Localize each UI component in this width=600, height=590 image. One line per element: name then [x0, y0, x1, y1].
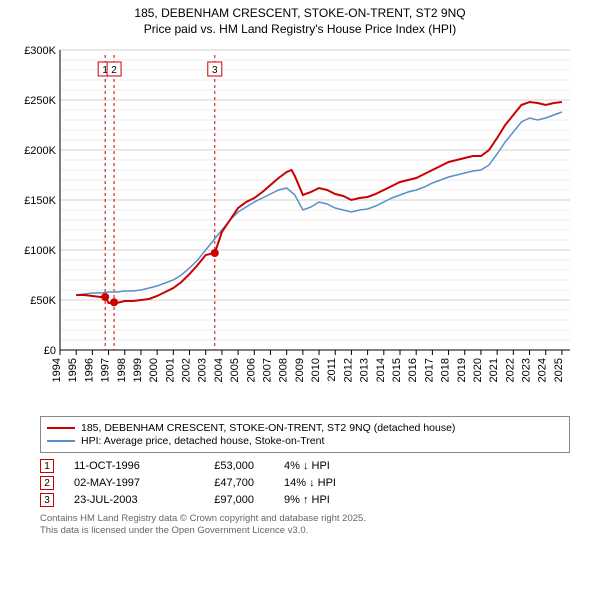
legend-row-series1: 185, DEBENHAM CRESCENT, STOKE-ON-TRENT, …: [47, 422, 563, 434]
svg-text:2009: 2009: [294, 358, 306, 382]
svg-text:1997: 1997: [100, 358, 112, 382]
svg-text:2: 2: [111, 65, 117, 76]
svg-text:1995: 1995: [67, 358, 79, 382]
svg-text:2014: 2014: [375, 358, 387, 382]
svg-text:2003: 2003: [197, 358, 209, 382]
price-chart: £0 £50K £100K £150K £200K £250K £300K 1994 1995 1…: [20, 40, 580, 410]
svg-text:2016: 2016: [407, 358, 419, 382]
footer-line-2: This data is licensed under the Open Gov…: [40, 525, 570, 537]
legend-label-2: HPI: Average price, detached house, Stok…: [81, 435, 324, 447]
transaction-marker: 3: [40, 493, 54, 507]
svg-text:£0: £0: [44, 345, 56, 357]
svg-text:2013: 2013: [359, 358, 371, 382]
transaction-price: £53,000: [194, 460, 284, 472]
svg-text:2025: 2025: [553, 358, 565, 382]
svg-text:£200K: £200K: [24, 145, 56, 157]
svg-text:2005: 2005: [229, 358, 241, 382]
svg-text:2012: 2012: [342, 358, 354, 382]
svg-text:2019: 2019: [456, 358, 468, 382]
svg-text:2015: 2015: [391, 358, 403, 382]
page-subtitle: Price paid vs. HM Land Registry's House …: [0, 22, 600, 40]
transaction-delta: 14% ↓ HPI: [284, 477, 384, 489]
svg-text:£250K: £250K: [24, 95, 56, 107]
page-title: 185, DEBENHAM CRESCENT, STOKE-ON-TRENT, …: [0, 0, 600, 22]
transaction-delta: 4% ↓ HPI: [284, 460, 384, 472]
transaction-marker: 2: [40, 476, 54, 490]
svg-text:2008: 2008: [278, 358, 290, 382]
svg-text:2020: 2020: [472, 358, 484, 382]
svg-text:1998: 1998: [116, 358, 128, 382]
legend-label-1: 185, DEBENHAM CRESCENT, STOKE-ON-TRENT, …: [81, 422, 455, 434]
svg-text:2022: 2022: [504, 358, 516, 382]
svg-text:2017: 2017: [423, 358, 435, 382]
svg-text:2024: 2024: [537, 358, 549, 382]
transaction-date: 02-MAY-1997: [74, 477, 194, 489]
svg-text:2011: 2011: [326, 358, 338, 382]
svg-text:1999: 1999: [132, 358, 144, 382]
svg-text:£50K: £50K: [30, 295, 56, 307]
svg-text:3: 3: [212, 65, 218, 76]
transaction-row: 2 02-MAY-1997£47,70014% ↓ HPI: [40, 476, 570, 490]
transaction-marker: 1: [40, 459, 54, 473]
svg-text:2010: 2010: [310, 358, 322, 382]
svg-text:2021: 2021: [488, 358, 500, 382]
svg-text:2023: 2023: [521, 358, 533, 382]
svg-text:£300K: £300K: [24, 45, 56, 57]
legend-swatch-1: [47, 427, 75, 429]
legend-swatch-2: [47, 440, 75, 442]
footer-attribution: Contains HM Land Registry data © Crown c…: [40, 513, 570, 538]
transaction-price: £47,700: [194, 477, 284, 489]
legend: 185, DEBENHAM CRESCENT, STOKE-ON-TRENT, …: [40, 416, 570, 453]
svg-text:2006: 2006: [245, 358, 257, 382]
transaction-date: 23-JUL-2003: [74, 494, 194, 506]
svg-text:2001: 2001: [164, 358, 176, 382]
transaction-row: 1 11-OCT-1996£53,0004% ↓ HPI: [40, 459, 570, 473]
footer-line-1: Contains HM Land Registry data © Crown c…: [40, 513, 570, 525]
svg-text:2018: 2018: [440, 358, 452, 382]
transactions-table: 1 11-OCT-1996£53,0004% ↓ HPI 2 02-MAY-1997£…: [40, 459, 570, 507]
legend-row-series2: HPI: Average price, detached house, Stok…: [47, 435, 563, 447]
svg-text:1996: 1996: [83, 358, 95, 382]
svg-text:1994: 1994: [51, 358, 63, 382]
transaction-row: 3 23-JUL-2003£97,0009% ↑ HPI: [40, 493, 570, 507]
svg-text:2000: 2000: [148, 358, 160, 382]
svg-text:2004: 2004: [213, 358, 225, 382]
transaction-delta: 9% ↑ HPI: [284, 494, 384, 506]
svg-text:£150K: £150K: [24, 195, 56, 207]
svg-text:2007: 2007: [261, 358, 273, 382]
svg-text:2002: 2002: [181, 358, 193, 382]
transaction-date: 11-OCT-1996: [74, 460, 194, 472]
transaction-price: £97,000: [194, 494, 284, 506]
svg-text:£100K: £100K: [24, 245, 56, 257]
